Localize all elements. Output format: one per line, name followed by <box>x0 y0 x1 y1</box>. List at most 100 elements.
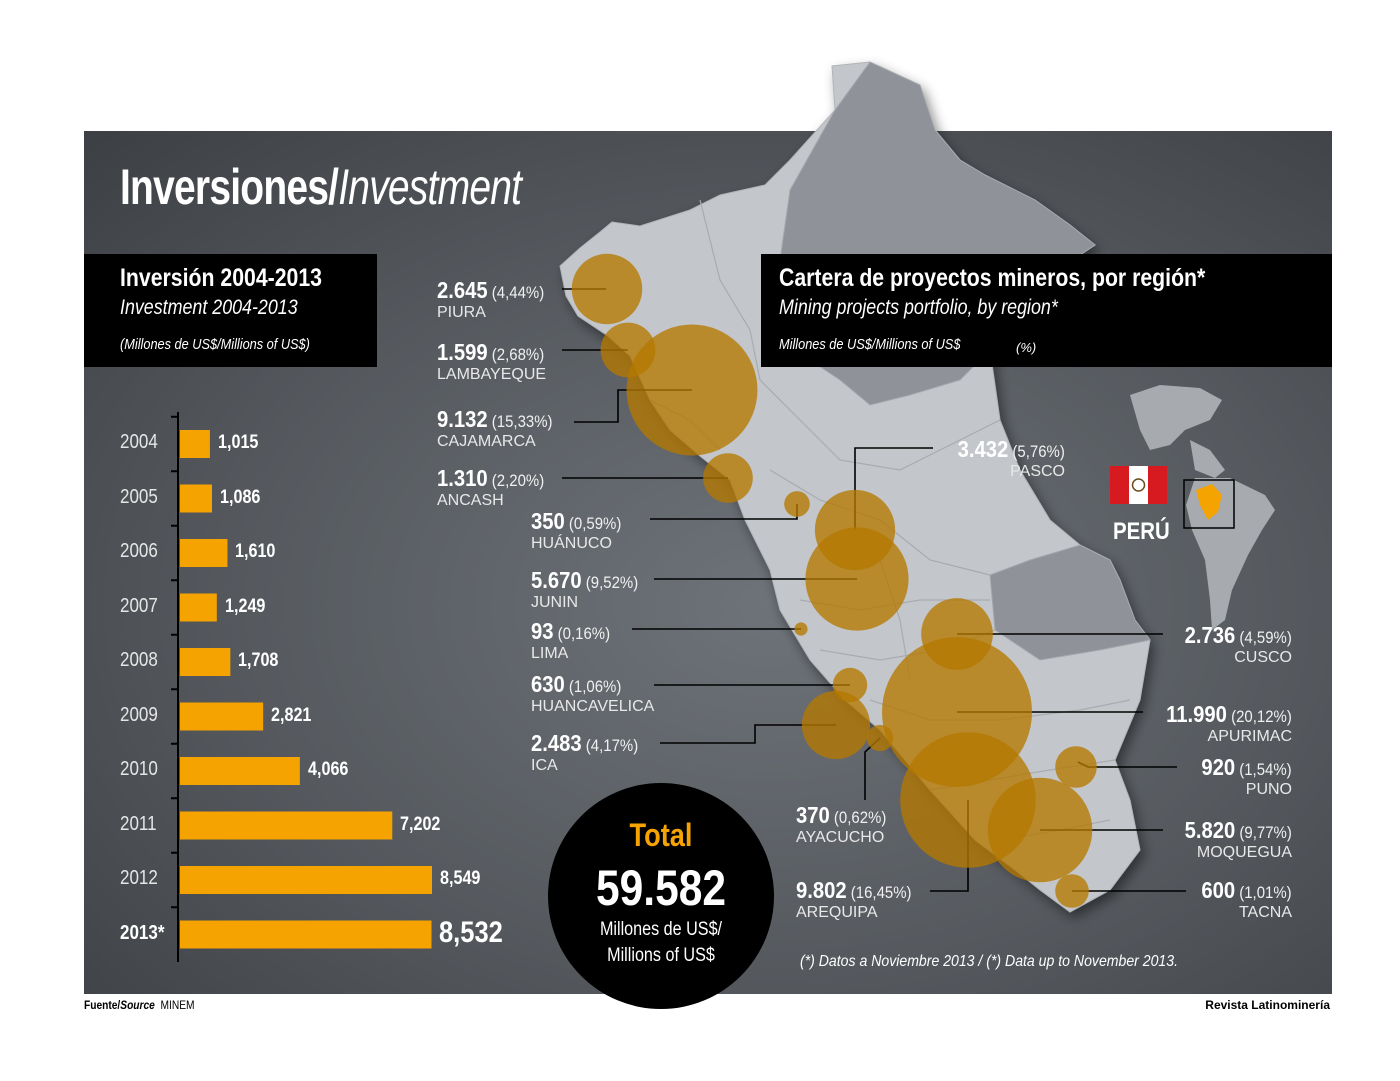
region-name: LAMBAYEQUE <box>437 366 547 383</box>
region-value: 9.132 (15,33%) <box>437 406 553 432</box>
region-label-lambayeque: 1.599 (2,68%) LAMBAYEQUE <box>437 339 559 384</box>
total-circle: Total 59.582 Millones de US$/ Millions o… <box>548 783 774 1009</box>
year-label: 2005 <box>120 485 158 508</box>
bar-2007 <box>180 593 217 622</box>
year-label: 2012 <box>120 867 158 889</box>
region-name: ICA <box>531 757 558 774</box>
region-label-ancash: 1.310 (2,20%) ANCASH <box>437 465 559 510</box>
region-label-arequipa: 9.802 (16,45%) AREQUIPA <box>796 877 927 922</box>
region-name: HUANCAVELICA <box>531 698 655 715</box>
region-value: 350 (0,59%) <box>531 508 622 534</box>
bubble-pasco <box>814 489 896 571</box>
country-label: PERÚ <box>1113 518 1170 545</box>
bar-value-label: 1,610 <box>235 541 276 562</box>
region-value: 2.736 (4,59%) <box>1184 622 1292 648</box>
region-label-pasco: 3.432 (5,76%) PASCO <box>943 436 1065 481</box>
region-label-huancavelica: 630 (1,06%) HUANCAVELICA <box>531 671 654 716</box>
inset-frame <box>1183 479 1235 529</box>
portfolio-units: Millones de US$/Millions of US$ <box>779 336 961 353</box>
bar-2009 <box>180 702 264 731</box>
region-label-huánuco: 350 (0,59%) HUÁNUCO <box>531 508 634 553</box>
bar-2005 <box>180 484 213 513</box>
bar-value-label: 7,202 <box>400 813 441 835</box>
region-label-lima: 93 (0,16%) LIMA <box>531 618 621 663</box>
region-label-moquegua: 5.820 (9,77%) MOQUEGUA <box>1170 817 1292 862</box>
bar-chart-ticks <box>171 415 179 909</box>
investment-title: Inversión 2004-2013 <box>120 264 323 292</box>
year-label: 2007 <box>120 594 158 617</box>
bubble-layer <box>571 253 1097 908</box>
region-name: AREQUIPA <box>796 904 878 921</box>
year-label: 2010 <box>120 758 158 780</box>
investment-header-box: Inversión 2004-2013 Investment 2004-2013… <box>84 254 377 367</box>
region-label-cusco: 2.736 (4,59%) CUSCO <box>1170 622 1292 667</box>
portfolio-title: Cartera de proyectos mineros, por región… <box>779 264 1206 292</box>
region-name: PUNO <box>1245 781 1292 798</box>
region-name: ANCASH <box>437 492 504 509</box>
madre-de-dios-region <box>989 544 1151 661</box>
bar-value-label: 8,532 <box>439 915 504 949</box>
region-label-tacna: 600 (1,01%) TACNA <box>1189 877 1292 922</box>
bubble-lima <box>794 622 808 636</box>
portfolio-pct-label: (%) <box>1016 340 1037 355</box>
region-label-piura: 2.645 (4,44%) PIURA <box>437 277 559 322</box>
region-name: CUSCO <box>1234 649 1292 666</box>
region-value: 93 (0,16%) <box>531 618 611 644</box>
region-name: APURIMAC <box>1207 728 1292 745</box>
investment-units: (Millones de US$/Millions of US$) <box>120 336 310 353</box>
bar-2008 <box>180 648 231 676</box>
bar-value-label: 1,249 <box>224 595 266 617</box>
region-value: 2.645 (4,44%) <box>437 277 545 303</box>
bubble-ica <box>801 690 871 760</box>
region-label-junin: 5.670 (9,52%) JUNIN <box>531 567 653 612</box>
bubble-tacna <box>1055 874 1089 908</box>
year-label: 2006 <box>120 540 158 562</box>
year-label: 2009 <box>120 703 158 726</box>
region-value: 1.310 (2,20%) <box>437 465 545 491</box>
region-name: PASCO <box>1010 463 1065 480</box>
region-label-puno: 920 (1,54%) PUNO <box>1189 754 1292 799</box>
year-label: 2013* <box>120 921 165 944</box>
bar-value-label: 1,086 <box>220 486 261 508</box>
region-value: 3.432 (5,76%) <box>957 436 1065 462</box>
region-name: JUNIN <box>531 594 579 611</box>
inset-peru <box>1196 484 1222 520</box>
bubble-puno <box>1055 746 1097 788</box>
region-label-ayacucho: 370 (0,62%) AYACUCHO <box>796 802 899 847</box>
bar-2012 <box>180 866 432 894</box>
total-label: Total <box>629 817 693 853</box>
bar-value-label: 1,708 <box>238 650 279 671</box>
bar-chart-bars <box>180 430 432 949</box>
region-name: LIMA <box>531 645 569 662</box>
bubble-arequipa <box>900 732 1036 868</box>
source-credit: Fuente/Source MINEM <box>84 998 195 1012</box>
bar-value-label: 8,549 <box>440 868 481 889</box>
region-value: 11.990 (20,12%) <box>1166 701 1292 727</box>
bar-2004 <box>180 430 210 458</box>
bar-2006 <box>180 539 228 567</box>
bar-2010 <box>180 757 300 785</box>
region-name: TACNA <box>1238 904 1292 921</box>
total-value: 59.582 <box>596 860 726 916</box>
region-name: HUÁNUCO <box>531 535 612 552</box>
region-name: CAJAMARCA <box>437 433 536 450</box>
bubble-cajamarca <box>626 324 758 456</box>
region-label-cajamarca: 9.132 (15,33%) CAJAMARCA <box>437 406 568 451</box>
leader-ica <box>660 724 836 744</box>
bubble-ancash <box>703 453 753 503</box>
portfolio-header-box: Cartera de proyectos mineros, por región… <box>761 254 1332 367</box>
region-name: AYACUCHO <box>796 829 885 846</box>
bubble-piura <box>571 253 643 325</box>
total-units-line1: Millones de US$/ <box>599 919 723 940</box>
total-units-line2: Millions of US$ <box>607 945 715 966</box>
year-label: 2008 <box>120 649 158 671</box>
bar-value-label: 1,015 <box>217 432 259 453</box>
publisher-credit: Revista Latinominería <box>1205 998 1330 1012</box>
bubble-ayacucho <box>866 724 894 752</box>
region-value: 600 (1,01%) <box>1201 877 1292 903</box>
region-value: 5.670 (9,52%) <box>531 567 639 593</box>
portfolio-subtitle: Mining projects portfolio, by region* <box>779 296 1058 319</box>
region-label-apurimac: 11.990 (20,12%) APURIMAC <box>1149 701 1292 746</box>
region-value: 370 (0,62%) <box>796 802 887 828</box>
page-title: Inversiones/Investment <box>120 159 522 215</box>
